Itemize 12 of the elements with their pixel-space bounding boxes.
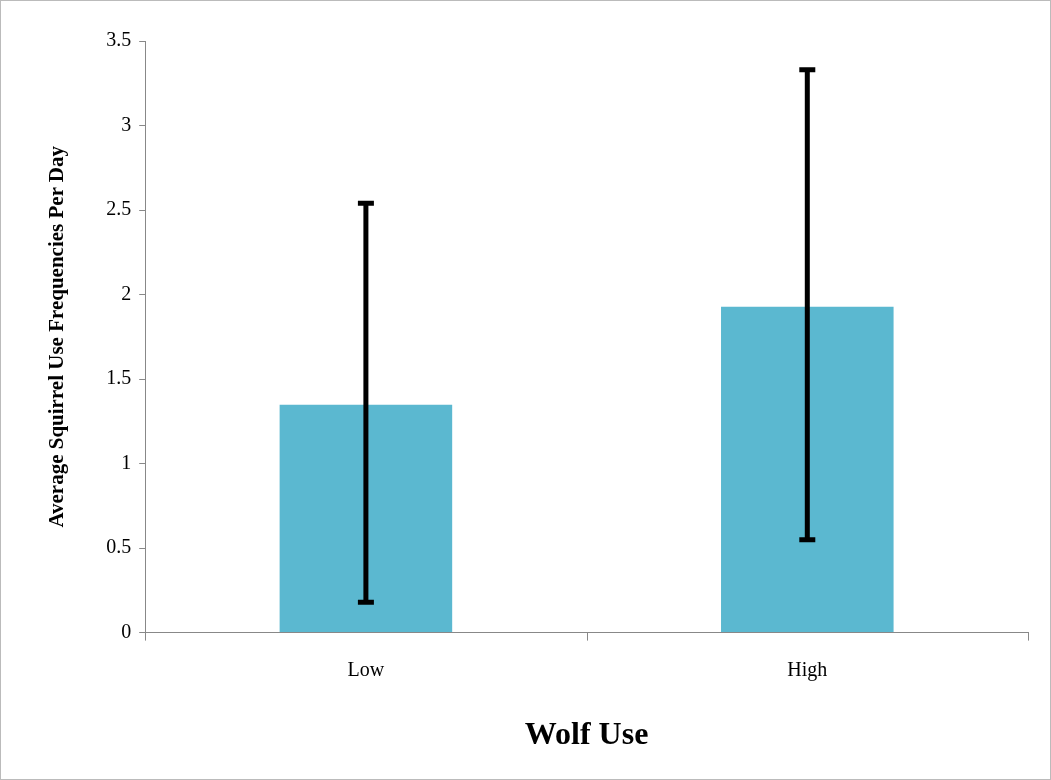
x-axis-title: Wolf Use	[524, 715, 649, 752]
y-tick-label: 2	[121, 281, 132, 304]
y-tick-label: 3.5	[106, 28, 132, 51]
y-tick-label: 1.5	[106, 366, 132, 389]
y-tick-label: 0.5	[106, 535, 132, 558]
y-tick-label: 1	[121, 450, 132, 473]
y-tick-label: 2.5	[106, 197, 132, 220]
x-tick-label: Low	[347, 657, 385, 680]
y-tick-label: 3	[121, 112, 132, 135]
y-axis-title: Average Squirrel Use Frequencies Per Day	[44, 145, 69, 528]
y-tick-label: 0	[121, 619, 132, 642]
x-tick-label: High	[787, 657, 828, 681]
